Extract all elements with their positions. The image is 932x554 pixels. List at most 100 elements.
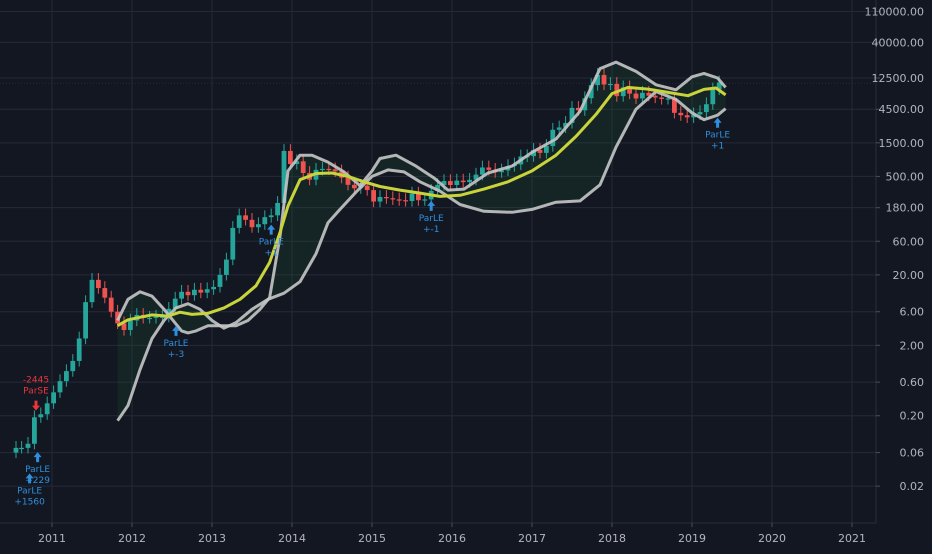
candle-body — [467, 179, 472, 183]
y-tick-label: 4500.00 — [879, 103, 925, 116]
candle-body — [646, 92, 652, 96]
candle-body — [160, 316, 165, 318]
x-tick-label: 2016 — [438, 532, 466, 545]
candle-body — [441, 181, 447, 185]
signal-label: ParLE — [17, 486, 42, 496]
candle-body — [172, 298, 178, 309]
candle-body — [659, 97, 664, 99]
candle-body — [345, 177, 351, 185]
candle-body — [390, 198, 396, 200]
candle-body — [236, 215, 242, 228]
candle-body — [128, 320, 133, 331]
candle-body — [326, 168, 332, 171]
y-tick-label: 40000.00 — [872, 36, 925, 49]
candle-body — [499, 170, 504, 173]
candle-body — [204, 289, 210, 293]
x-tick-label: 2014 — [278, 532, 306, 545]
candle-body — [320, 168, 325, 171]
candle-body — [652, 95, 658, 98]
signal-label: +1 — [711, 142, 724, 152]
band-fill — [117, 62, 726, 421]
price-axis[interactable]: 110000.00 40000.00 12500.00 4500.00 1500.00 5… — [865, 5, 925, 493]
candle-body — [44, 403, 50, 415]
indicator-lines — [116, 60, 727, 422]
signal-label: ParLE — [259, 238, 284, 248]
long-entry-signal: ParLE+229 — [25, 452, 50, 486]
candle-body — [384, 197, 389, 199]
candle-body — [716, 82, 722, 90]
candle-body — [409, 193, 415, 201]
candle-body — [108, 297, 114, 312]
candle-body — [332, 169, 338, 172]
long-entry-signal: ParLE+-3 — [164, 325, 189, 360]
signal-label: +-3 — [168, 350, 185, 360]
candle-body — [51, 392, 56, 404]
signal-label: +1560 — [14, 497, 45, 507]
x-tick-label: 2020 — [758, 532, 786, 545]
long-entry-signal: ParLE+-1 — [419, 200, 444, 235]
long-entry-signal: ParLE+1560 — [14, 473, 45, 507]
candle-body — [38, 414, 44, 418]
candle-body — [352, 184, 357, 189]
candle-body — [262, 217, 268, 225]
candle-body — [422, 199, 428, 201]
candle-body — [153, 316, 159, 318]
signal-label: -2445 — [23, 376, 49, 386]
candle-body — [403, 200, 408, 202]
candle-body — [544, 146, 549, 153]
arrow-up-icon — [713, 117, 722, 128]
candle-body — [620, 87, 626, 97]
x-tick-label: 2021 — [838, 532, 866, 545]
candle-body — [460, 180, 466, 183]
arrow-up-icon — [25, 473, 34, 484]
candle-body — [665, 98, 671, 100]
signal-label: ParLE — [164, 339, 189, 349]
candle-body — [89, 279, 95, 303]
candle-body — [601, 74, 607, 85]
candle-body — [19, 447, 24, 450]
candle-body — [192, 289, 197, 296]
x-tick-label: 2018 — [598, 532, 626, 545]
long-entry-signal: ParLE+1 — [705, 117, 730, 152]
candle-body — [550, 129, 556, 147]
candle-body — [166, 308, 172, 317]
signal-label: +-1 — [423, 225, 440, 235]
candles — [13, 68, 722, 459]
candle-body — [294, 161, 300, 165]
signal-label: ParLE — [419, 214, 444, 224]
y-tick-label: 6.00 — [900, 306, 925, 319]
candle-body — [486, 167, 492, 170]
y-tick-label: 0.60 — [900, 376, 925, 389]
candle-body — [243, 215, 248, 220]
band-shade — [117, 62, 726, 421]
time-axis[interactable]: 2011 2012 2013 2014 2015 2016 2017 2018 2019 2020… — [38, 523, 866, 545]
candle-body — [473, 174, 479, 180]
candle-body — [288, 150, 293, 165]
candle-body — [364, 185, 370, 191]
candle-body — [697, 112, 703, 115]
candle-body — [76, 338, 82, 361]
y-tick-label: 12500.00 — [872, 72, 925, 85]
candle-body — [32, 417, 37, 444]
candle-body — [710, 89, 716, 105]
y-tick-label: 1500.00 — [879, 137, 925, 150]
signals: ParLE+1560ParLE+229-2445ParSEParLE+-3Par… — [14, 117, 730, 507]
candle-body — [633, 93, 639, 99]
grid-lines — [0, 0, 876, 523]
candle-body — [556, 127, 562, 130]
upper-band-line — [116, 60, 727, 335]
candle-body — [454, 180, 460, 185]
y-tick-label: 20.00 — [893, 269, 925, 282]
candle-body — [377, 197, 383, 202]
candle-body — [256, 224, 261, 228]
x-tick-label: 2012 — [118, 532, 146, 545]
x-tick-label: 2015 — [358, 532, 386, 545]
candle-body — [691, 114, 696, 118]
candle-body — [588, 85, 594, 99]
candle-body — [435, 184, 440, 191]
candle-body — [198, 289, 204, 293]
y-tick-label: 0.02 — [900, 480, 925, 493]
candle-body — [275, 202, 280, 216]
candle-body — [13, 447, 19, 453]
